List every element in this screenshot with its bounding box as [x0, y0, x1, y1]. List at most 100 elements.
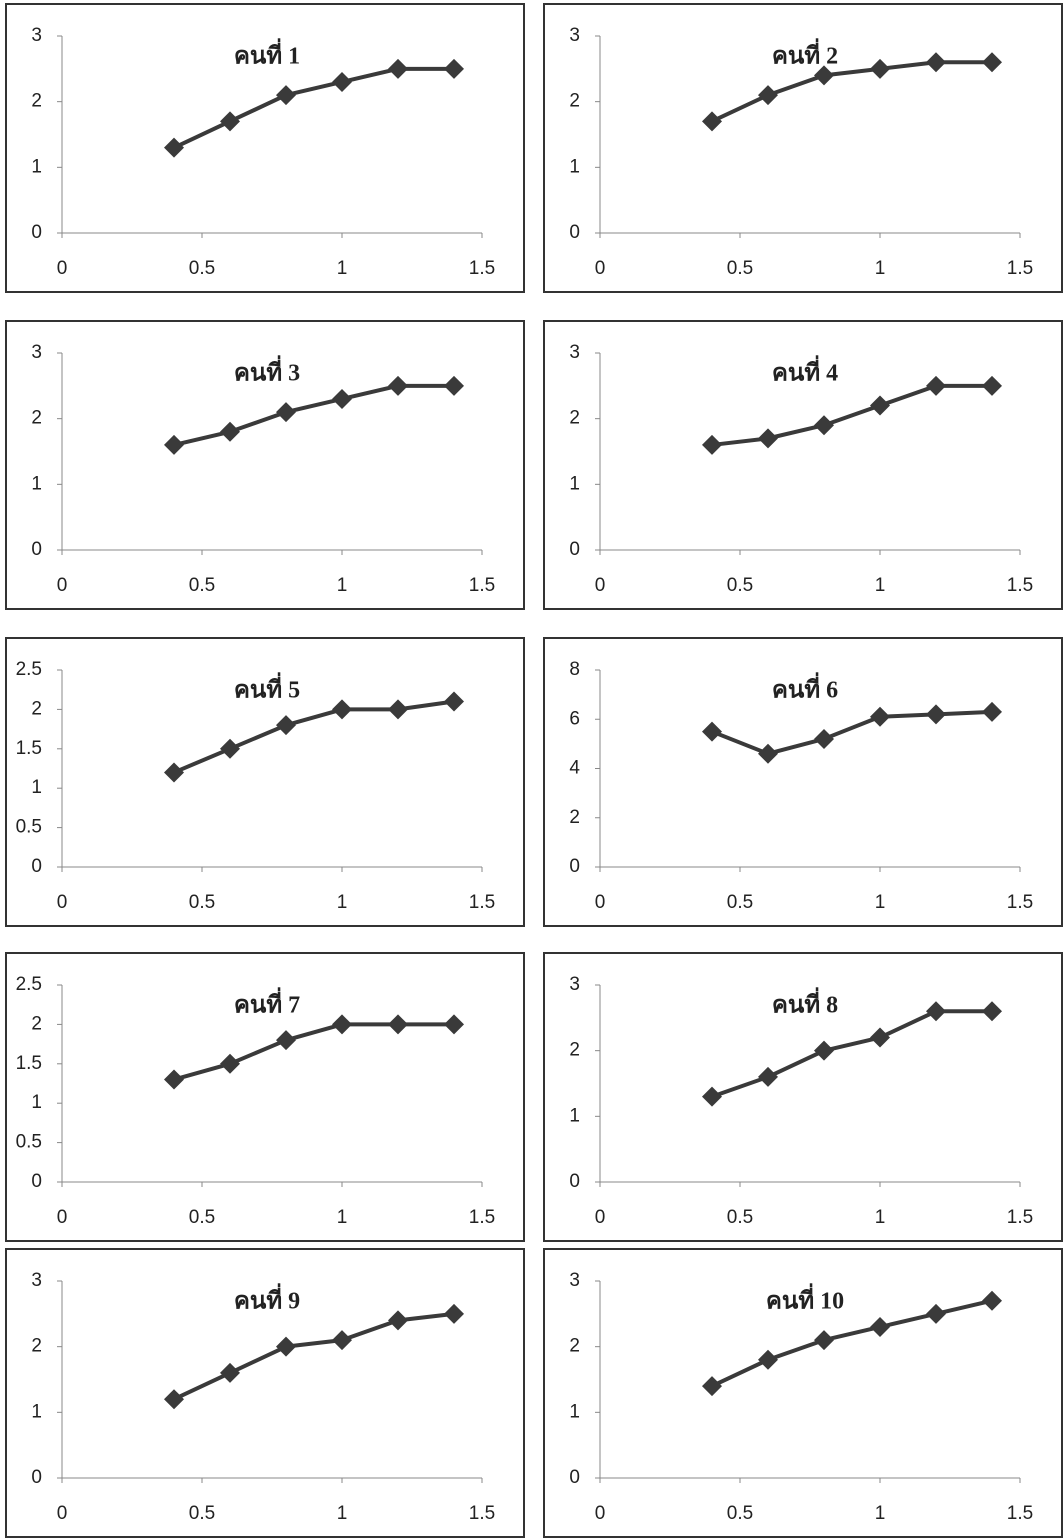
data-marker — [164, 762, 184, 782]
y-tick-label: 3 — [31, 1270, 42, 1291]
data-marker — [388, 699, 408, 719]
data-marker — [982, 702, 1002, 722]
data-line — [174, 1314, 454, 1399]
x-tick-label: 1.5 — [469, 575, 495, 596]
chart-title: คนที่ 2 — [772, 38, 838, 70]
y-tick-label: 1 — [31, 1401, 42, 1422]
chart-panel: 00.511.522.500.511.5คนที่ 5 — [5, 637, 525, 927]
y-tick-label: 1 — [569, 156, 580, 177]
chart-panel: 012300.511.5คนที่ 4 — [543, 320, 1063, 610]
data-marker — [444, 1304, 464, 1324]
data-marker — [926, 52, 946, 72]
data-marker — [220, 739, 240, 759]
data-marker — [926, 704, 946, 724]
x-tick-label: 0.5 — [189, 892, 215, 913]
data-marker — [276, 402, 296, 422]
chart-panel: 012300.511.5คนที่ 3 — [5, 320, 525, 610]
x-tick-label: 1.5 — [1007, 892, 1033, 913]
x-tick-label: 0 — [57, 258, 68, 279]
data-marker — [758, 744, 778, 764]
x-tick-label: 0 — [595, 258, 606, 279]
y-tick-label: 0 — [569, 222, 580, 243]
y-tick-label: 3 — [569, 1270, 580, 1291]
y-tick-label: 3 — [31, 25, 42, 46]
x-tick-label: 0 — [57, 1207, 68, 1228]
y-tick-label: 2 — [569, 408, 580, 429]
y-tick-label: 2.5 — [16, 659, 42, 680]
data-marker — [982, 376, 1002, 396]
x-tick-label: 1.5 — [1007, 1503, 1033, 1524]
x-tick-label: 0.5 — [727, 1503, 753, 1524]
y-tick-label: 0.5 — [16, 817, 42, 838]
data-marker — [164, 1389, 184, 1409]
y-tick-label: 2 — [569, 1040, 580, 1061]
x-tick-label: 1.5 — [1007, 575, 1033, 596]
y-tick-label: 1 — [569, 1105, 580, 1126]
chart-title: คนที่ 3 — [234, 355, 300, 387]
y-tick-label: 0 — [31, 222, 42, 243]
data-marker — [814, 1330, 834, 1350]
data-marker — [276, 1337, 296, 1357]
data-marker — [332, 699, 352, 719]
x-tick-label: 1 — [875, 1207, 886, 1228]
data-marker — [982, 1291, 1002, 1311]
x-tick-label: 1 — [875, 892, 886, 913]
data-marker — [276, 85, 296, 105]
data-marker — [870, 1028, 890, 1048]
data-marker — [332, 72, 352, 92]
data-marker — [758, 1067, 778, 1087]
data-line — [174, 702, 454, 773]
chart-title: คนที่ 1 — [234, 38, 300, 70]
y-tick-label: 6 — [569, 708, 580, 729]
x-tick-label: 0 — [57, 575, 68, 596]
x-tick-label: 0.5 — [727, 575, 753, 596]
y-tick-label: 1 — [31, 156, 42, 177]
data-marker — [444, 59, 464, 79]
x-tick-label: 1.5 — [469, 1503, 495, 1524]
chart-title: คนที่ 4 — [772, 355, 838, 387]
data-marker — [982, 52, 1002, 72]
chart-title: คนที่ 6 — [772, 672, 838, 704]
data-line — [174, 69, 454, 148]
data-marker — [388, 59, 408, 79]
x-tick-label: 0.5 — [189, 575, 215, 596]
data-marker — [926, 1304, 946, 1324]
x-tick-label: 0 — [595, 575, 606, 596]
data-line — [712, 1011, 992, 1096]
data-marker — [870, 707, 890, 727]
x-tick-label: 0 — [57, 1503, 68, 1524]
chart-panel: 0246800.511.5คนที่ 6 — [543, 637, 1063, 927]
data-marker — [164, 138, 184, 158]
y-tick-label: 2.5 — [16, 974, 42, 995]
y-tick-label: 3 — [31, 342, 42, 363]
y-tick-label: 0 — [569, 539, 580, 560]
y-tick-label: 2 — [569, 807, 580, 828]
x-tick-label: 1.5 — [469, 258, 495, 279]
y-tick-label: 0.5 — [16, 1132, 42, 1153]
data-marker — [758, 1350, 778, 1370]
data-marker — [164, 435, 184, 455]
y-tick-label: 2 — [569, 1336, 580, 1357]
y-tick-label: 0 — [569, 856, 580, 877]
x-tick-label: 1.5 — [1007, 1207, 1033, 1228]
chart-title: คนที่ 9 — [234, 1283, 300, 1315]
x-tick-label: 0.5 — [727, 892, 753, 913]
x-tick-label: 0.5 — [727, 1207, 753, 1228]
y-tick-label: 0 — [31, 1171, 42, 1192]
data-marker — [926, 376, 946, 396]
y-tick-label: 1 — [31, 1092, 42, 1113]
data-marker — [870, 396, 890, 416]
x-tick-label: 0.5 — [727, 258, 753, 279]
x-tick-label: 1 — [875, 258, 886, 279]
data-marker — [388, 1310, 408, 1330]
data-marker — [220, 111, 240, 131]
x-tick-label: 1 — [875, 575, 886, 596]
y-tick-label: 0 — [569, 1171, 580, 1192]
y-tick-label: 1 — [31, 473, 42, 494]
y-tick-label: 3 — [569, 25, 580, 46]
data-marker — [332, 389, 352, 409]
y-tick-label: 0 — [31, 856, 42, 877]
data-marker — [926, 1001, 946, 1021]
